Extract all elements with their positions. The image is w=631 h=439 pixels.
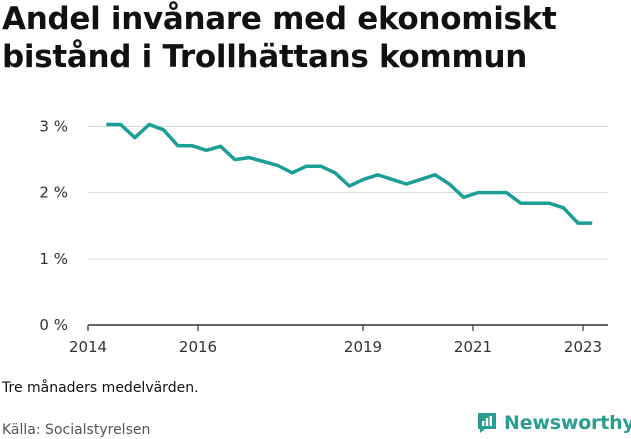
grid-lines [88, 125, 608, 260]
x-tick-label: 2019 [344, 338, 382, 356]
newsworthy-logo-icon [478, 413, 496, 433]
y-tick-label: 1 % [39, 250, 68, 268]
chart-note: Tre månaders medelvärden. [2, 380, 199, 396]
series-line-0 [106, 122, 593, 225]
x-tick-label: 2014 [69, 338, 107, 356]
x-tick-label: 2023 [564, 338, 602, 356]
x-axis: 2014 2016 2019 2021 2023 [69, 324, 608, 356]
y-tick-label: 3 % [39, 117, 68, 135]
x-tick-label: 2016 [179, 338, 217, 356]
source-label: Källa: Socialstyrelsen [2, 422, 151, 438]
y-axis-ticks: 0 % 1 % 2 % 3 % [39, 117, 68, 334]
y-tick-label: 2 % [39, 184, 68, 202]
y-tick-label: 0 % [39, 316, 68, 334]
x-tick-label: 2021 [454, 338, 492, 356]
chart-title: Andel invånare med ekonomiskt bistånd i … [2, 1, 557, 75]
series-layer [106, 122, 593, 225]
brand-logo: Newsworthy [476, 408, 631, 438]
brand-name: Newsworthy [504, 412, 631, 434]
